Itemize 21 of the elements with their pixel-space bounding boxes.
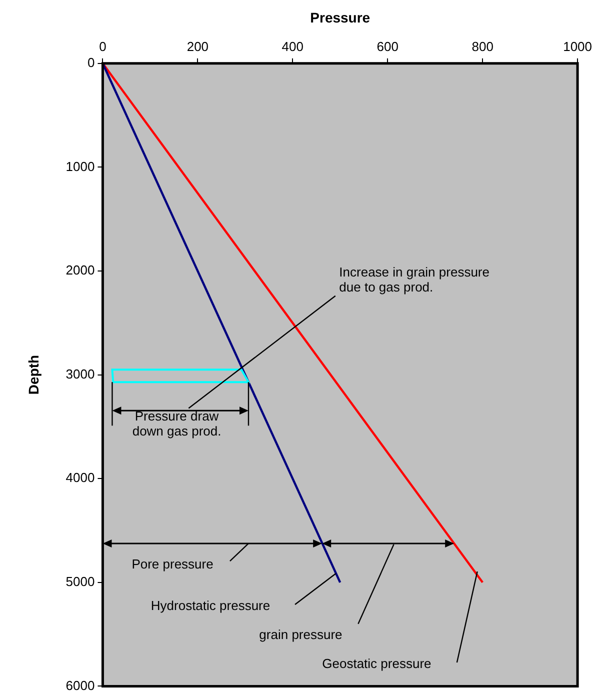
y-tick-label: 2000 <box>66 262 95 278</box>
x-tick-label: 600 <box>376 39 398 54</box>
y-tick-label: 1000 <box>66 158 95 174</box>
annotation: Hydrostatic pressure <box>150 598 270 613</box>
annotation: Pressure draw down gas prod. <box>132 408 222 439</box>
x-axis-title: Pressure <box>310 9 370 26</box>
y-tick-label: 6000 <box>66 678 95 693</box>
annotation: Geostatic pressure <box>322 656 432 671</box>
y-tick-label: 5000 <box>66 574 95 589</box>
annotation: Increase in grain pressure due to gas prod. <box>339 264 490 294</box>
y-tick-label: 4000 <box>66 470 95 486</box>
annotation: grain pressure <box>259 626 342 642</box>
annotation: Pore pressure <box>132 556 214 572</box>
x-tick-label: 1000 <box>563 39 592 54</box>
x-tick-label: 400 <box>282 39 304 54</box>
y-tick-label: 0 <box>87 54 95 70</box>
x-tick-label: 0 <box>99 39 106 54</box>
y-tick-label: 3000 <box>66 366 95 382</box>
x-tick-label: 200 <box>186 39 209 54</box>
y-axis-title: Depth <box>25 354 42 395</box>
x-tick-label: 800 <box>472 39 494 54</box>
